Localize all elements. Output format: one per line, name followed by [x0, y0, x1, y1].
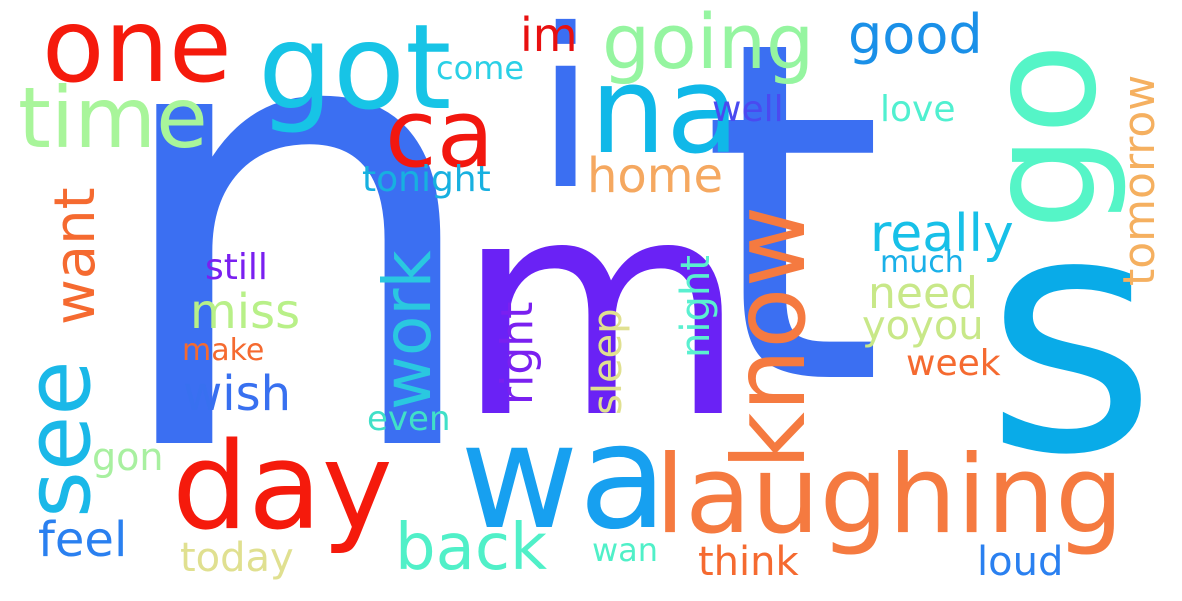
word-wan: wan — [592, 531, 659, 569]
word-want: want — [43, 187, 108, 325]
word-even: even — [367, 399, 451, 439]
word-im: im — [520, 8, 578, 62]
word-na: na — [590, 42, 740, 181]
word-s: s — [985, 143, 1157, 527]
word-gon: gon — [92, 435, 164, 479]
word-miss: miss — [190, 284, 301, 340]
word-much: much — [880, 245, 964, 280]
word-work: work — [369, 250, 446, 410]
word-tomorrow: tomorrow — [1114, 74, 1165, 286]
word-think: think — [698, 539, 799, 585]
word-love: love — [880, 89, 956, 130]
word-laughing: laughing — [655, 433, 1124, 558]
word-wa: wa — [460, 393, 668, 562]
word-good: good — [848, 3, 983, 66]
word-back: back — [395, 511, 548, 585]
word-wish: wish — [183, 366, 292, 422]
word-loud: loud — [977, 539, 1064, 585]
word-one: one — [42, 0, 232, 106]
word-n: n — [100, 0, 493, 590]
word-day: day — [172, 418, 393, 557]
word-well: well — [712, 89, 784, 130]
word-i: i — [535, 0, 597, 238]
word-still: still — [205, 247, 268, 288]
word-ca: ca — [385, 80, 495, 189]
word-feel: feel — [38, 512, 128, 568]
word-week: week — [906, 343, 1001, 384]
word-t: t — [700, 0, 885, 488]
word-really: really — [870, 204, 1014, 264]
word-need: need — [868, 268, 978, 319]
word-night: night — [673, 255, 719, 358]
word-know: know — [711, 205, 828, 470]
word-got: got — [258, 0, 452, 136]
word-tonight: tonight — [362, 159, 491, 200]
word-right: right — [492, 301, 543, 405]
word-come: come — [436, 49, 525, 87]
word-m: m — [455, 135, 748, 484]
word-going: going — [602, 0, 815, 86]
word-go: go — [956, 43, 1130, 230]
word-make: make — [182, 333, 265, 368]
word-today: today — [180, 535, 294, 581]
word-see: see — [6, 360, 111, 518]
word-time: time — [18, 69, 208, 167]
word-home: home — [587, 148, 724, 204]
word-yoyou: yoyou — [862, 303, 984, 349]
